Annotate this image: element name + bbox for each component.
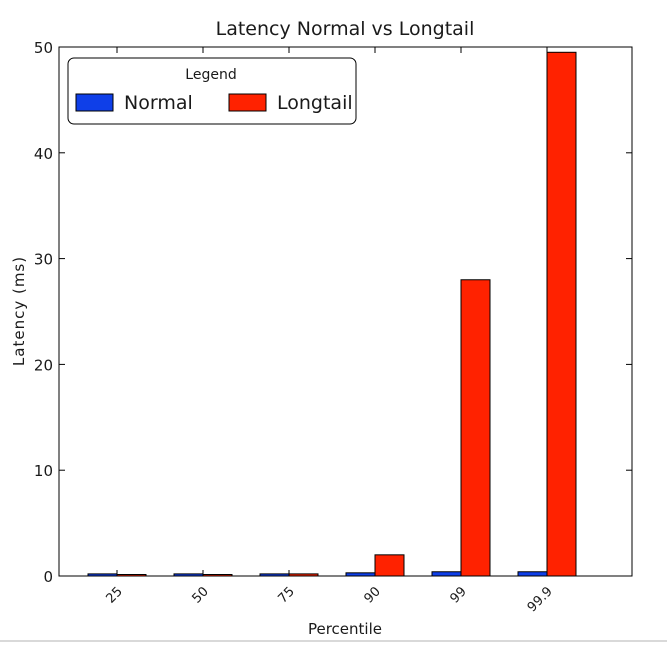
y-tick-label: 0: [43, 568, 53, 586]
x-tick-label: 90: [362, 584, 384, 606]
bar-longtail-50: [202, 574, 233, 577]
legend-box: [67, 57, 357, 125]
y-tick-label: 40: [34, 145, 53, 163]
x-tick-label: 25: [104, 584, 126, 606]
legend-label-longtail: Longtail: [277, 92, 353, 114]
y-axis-label: Latency (ms): [10, 256, 28, 366]
legend-swatch-longtail: [228, 93, 267, 112]
y-tick-label: 30: [34, 251, 53, 269]
x-axis-label: Percentile: [308, 620, 382, 638]
legend-items: Normal Longtail: [75, 92, 353, 114]
y-tick-label: 50: [34, 39, 53, 57]
bar-normal-75: [259, 573, 290, 577]
bar-normal-50: [173, 573, 204, 577]
plot-area: 0 10 20 30 40 50 25 50 75 90 99 99.9: [34, 39, 633, 615]
legend-label-normal: Normal: [124, 92, 193, 114]
bottom-rule: [0, 640, 667, 642]
y-tick-label: 10: [34, 462, 53, 480]
bar-normal-99-9: [517, 571, 548, 577]
y-tick-label: 20: [34, 356, 53, 374]
bar-normal-90: [345, 572, 376, 577]
legend: Legend Normal Longtail: [67, 57, 357, 125]
plot-frame: [58, 46, 633, 577]
x-tick-label: 75: [276, 584, 298, 606]
bar-longtail-75: [288, 573, 319, 577]
bar-longtail-90: [374, 554, 405, 577]
x-tick-label: 50: [190, 584, 212, 606]
y-axis: 0 10 20 30 40 50: [34, 39, 632, 586]
bar-longtail-99: [460, 279, 491, 577]
legend-swatch-normal: [75, 93, 114, 112]
bar-longtail-25: [116, 574, 147, 577]
legend-title: Legend: [185, 67, 236, 83]
chart-title: Latency Normal vs Longtail: [216, 18, 475, 40]
x-tick-label: 99: [448, 584, 470, 606]
bar-longtail-99-9: [546, 51, 577, 577]
bars: [87, 51, 577, 577]
bar-normal-25: [87, 573, 118, 577]
bar-normal-99: [431, 571, 462, 577]
x-tick-label: 99.9: [525, 584, 556, 615]
